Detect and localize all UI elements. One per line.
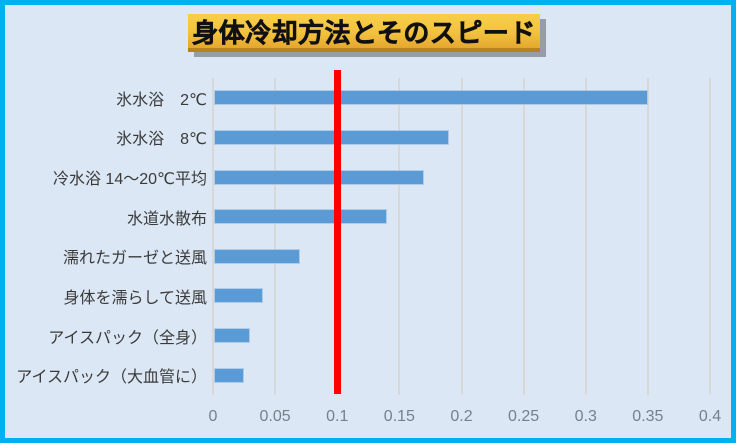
category-label: 身体を濡らして送風 bbox=[63, 289, 207, 307]
gridline bbox=[584, 78, 587, 395]
category-label: 氷水浴 2℃ bbox=[116, 91, 207, 109]
bar bbox=[214, 328, 251, 344]
bar bbox=[214, 209, 387, 225]
x-axis-tick-label: 0.35 bbox=[632, 408, 664, 425]
category-label: 水道水散布 bbox=[126, 210, 207, 228]
x-axis-tick-label: 0.2 bbox=[450, 408, 473, 425]
gridline bbox=[646, 78, 649, 395]
bar bbox=[214, 129, 450, 145]
bar bbox=[214, 288, 263, 304]
gridline bbox=[709, 78, 711, 395]
category-label: アイスパック（全身） bbox=[48, 329, 207, 347]
x-axis-tick-label: 0.3 bbox=[574, 408, 597, 425]
gridline bbox=[212, 78, 214, 395]
bar bbox=[214, 248, 300, 264]
bar bbox=[214, 90, 648, 106]
x-axis-tick-label: 0.25 bbox=[508, 408, 540, 425]
category-label: アイスパック（大血管に） bbox=[16, 369, 207, 387]
bar bbox=[214, 367, 245, 383]
gridline bbox=[274, 78, 277, 395]
category-label: 冷水浴 14～20℃平均 bbox=[52, 171, 207, 189]
gridline bbox=[398, 78, 401, 395]
x-axis-tick-label: 0.05 bbox=[259, 408, 291, 425]
x-axis-tick-label: 0.4 bbox=[698, 408, 722, 425]
gridline bbox=[460, 78, 463, 395]
x-axis-tick-label: 0 bbox=[208, 408, 218, 425]
bar bbox=[214, 169, 425, 185]
reference-line bbox=[333, 70, 341, 394]
category-label: 氷水浴 8℃ bbox=[116, 131, 207, 149]
chart-title: 身体冷却方法とそのスピード bbox=[192, 17, 536, 48]
x-axis-tick-label: 0.1 bbox=[326, 408, 349, 425]
chart-title-box: 身体冷却方法とそのスピード bbox=[188, 14, 540, 52]
category-label: 濡れたガーゼと送風 bbox=[62, 250, 207, 268]
gridline bbox=[522, 78, 525, 395]
x-axis-tick-label: 0.15 bbox=[383, 408, 415, 425]
